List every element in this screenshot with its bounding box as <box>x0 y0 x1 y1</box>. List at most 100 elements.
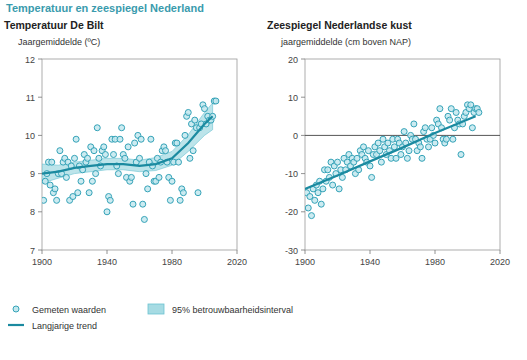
x-tick <box>42 250 43 254</box>
y-tick <box>38 59 42 60</box>
marks <box>42 98 219 222</box>
data-point <box>63 174 69 180</box>
data-point <box>143 171 149 177</box>
chart: Zeespiegel Nederlandse kustjaargemiddeld… <box>267 19 510 267</box>
x-tick-label: 1940 <box>97 257 117 267</box>
data-point <box>476 109 482 115</box>
data-point <box>453 109 459 115</box>
data-point <box>312 197 318 203</box>
data-point <box>145 186 151 192</box>
legend-label: 95% betrouwbaarheidsinterval <box>172 305 293 315</box>
data-point <box>122 155 128 161</box>
data-point <box>169 178 175 184</box>
data-point <box>450 136 456 142</box>
confidence-band <box>42 103 213 183</box>
y-tick <box>38 97 42 98</box>
data-point <box>101 144 107 150</box>
data-point <box>406 148 412 154</box>
data-point <box>426 144 432 150</box>
plot-frame <box>305 59 500 250</box>
data-point <box>174 140 180 146</box>
data-point <box>94 125 100 131</box>
data-point <box>167 197 173 203</box>
x-tick <box>305 250 306 254</box>
data-point <box>89 178 95 184</box>
data-point <box>187 155 193 161</box>
x-tick-label: 2020 <box>227 257 247 267</box>
data-point <box>369 174 375 180</box>
x-tick-label: 1980 <box>425 257 445 267</box>
y-tick-label: 10 <box>288 93 298 103</box>
data-point <box>138 136 144 142</box>
y-tick-label: -20 <box>285 207 298 217</box>
trend-line <box>42 116 213 173</box>
data-point <box>443 136 449 142</box>
y-tick-label: 7 <box>30 246 35 256</box>
y-tick <box>38 135 42 136</box>
data-point <box>447 117 453 123</box>
y-tick <box>301 173 305 174</box>
data-point <box>330 182 336 188</box>
x-tick <box>237 250 238 254</box>
data-point <box>125 144 131 150</box>
legend-label: Gemeten waarden <box>32 305 106 315</box>
data-point <box>104 209 110 215</box>
data-point <box>107 197 113 203</box>
chart-title: Zeespiegel Nederlandse kust <box>267 19 412 31</box>
y-axis-label: Jaargemiddelde (ºC) <box>18 37 100 47</box>
data-point <box>93 171 99 177</box>
data-point <box>72 155 78 161</box>
data-point <box>91 148 97 154</box>
y-tick <box>301 59 305 60</box>
y-tick <box>301 97 305 98</box>
data-point <box>202 106 208 112</box>
x-tick <box>370 250 371 254</box>
data-point <box>318 201 324 207</box>
data-point <box>469 125 475 131</box>
y-tick <box>301 250 305 251</box>
data-point <box>325 167 331 173</box>
x-tick <box>500 250 501 254</box>
data-point <box>115 171 121 177</box>
data-point <box>75 190 81 196</box>
data-point <box>128 174 134 180</box>
data-point <box>177 197 183 203</box>
data-point <box>429 125 435 131</box>
data-point <box>148 136 154 142</box>
y-tick-label: 8 <box>30 207 35 217</box>
data-point <box>130 201 136 207</box>
data-point <box>49 159 55 165</box>
data-point <box>137 155 143 161</box>
data-point <box>86 190 92 196</box>
plot-frame <box>42 59 237 250</box>
data-point <box>185 109 191 115</box>
y-tick <box>38 173 42 174</box>
data-point <box>309 213 315 219</box>
data-point <box>111 152 117 158</box>
figure-title: Temperatuur en zeespiegel Nederland <box>6 2 204 14</box>
x-tick <box>107 250 108 254</box>
data-point <box>213 98 219 104</box>
y-tick-label: 9 <box>30 169 35 179</box>
figure: Temperatuur en zeespiegel NederlandTempe… <box>0 0 527 360</box>
data-point <box>398 152 404 158</box>
data-point <box>182 132 188 138</box>
data-point <box>305 205 311 211</box>
data-point <box>180 190 186 196</box>
data-point <box>140 201 146 207</box>
data-point <box>176 159 182 165</box>
data-point <box>378 159 384 165</box>
data-point <box>336 186 342 192</box>
x-tick-label: 1900 <box>295 257 315 267</box>
data-point <box>195 190 201 196</box>
y-tick <box>38 250 42 251</box>
data-point <box>85 155 91 161</box>
y-tick <box>38 211 42 212</box>
x-tick <box>435 250 436 254</box>
y-tick-label: 10 <box>25 131 35 141</box>
y-tick-label: -30 <box>285 246 298 256</box>
data-point <box>52 186 58 192</box>
data-point <box>54 197 60 203</box>
legend-symbol <box>8 324 24 326</box>
data-point <box>57 148 63 154</box>
